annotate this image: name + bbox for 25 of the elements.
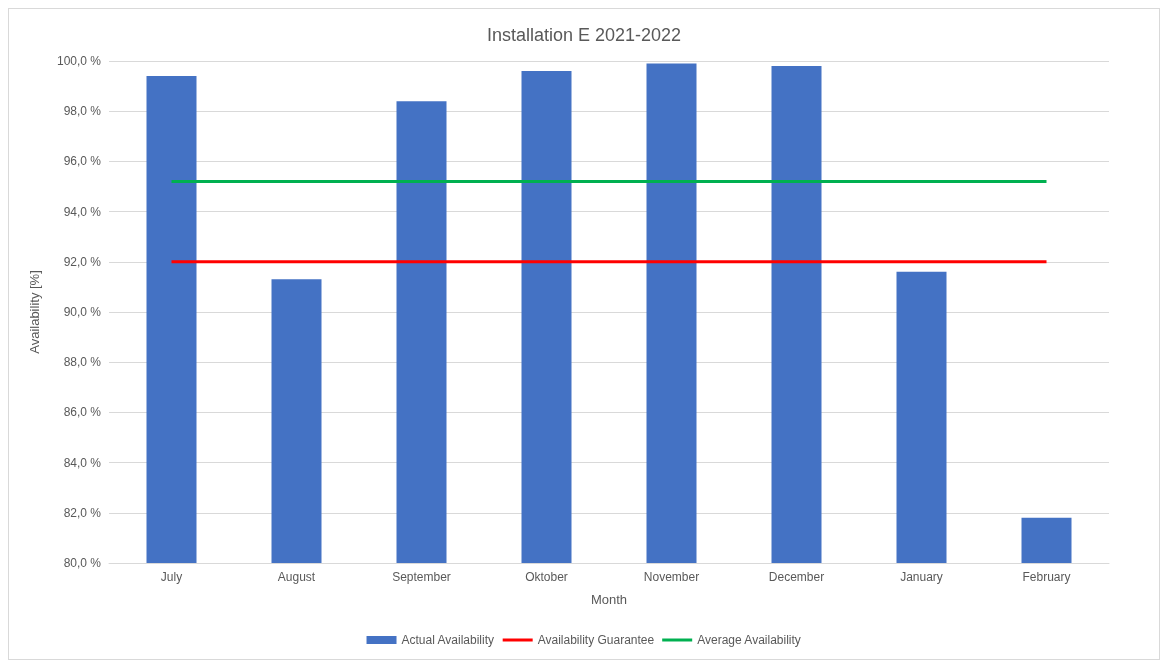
x-tick-label: August: [277, 570, 316, 584]
x-tick-label: September: [392, 570, 451, 584]
chart-title: Installation E 2021-2022: [486, 25, 682, 45]
x-tick-label: November: [643, 570, 700, 584]
legend-label: Availability Guarantee: [537, 633, 655, 647]
y-axis-title: Availability [%]: [27, 270, 42, 354]
x-tick-label: December: [768, 570, 825, 584]
x-tick-label: July: [160, 570, 183, 584]
x-axis-title: Month: [590, 592, 628, 607]
y-tick-label: 88,0 %: [63, 355, 102, 370]
y-tick-label: 96,0 %: [63, 154, 102, 169]
legend-label: Actual Availability: [401, 633, 495, 647]
y-tick-label: 94,0 %: [63, 204, 102, 219]
y-tick-label: 98,0 %: [63, 104, 102, 119]
y-tick-label: 84,0 %: [63, 455, 102, 470]
y-tick-label: 90,0 %: [63, 305, 102, 319]
y-tick-label: 100,0 %: [56, 54, 102, 68]
y-tick-label: 92,0 %: [63, 254, 102, 269]
x-tick-label: February: [1022, 570, 1071, 584]
y-tick-label: 86,0 %: [63, 405, 102, 420]
y-tick-label: 82,0 %: [63, 505, 102, 520]
y-tick-label: 80,0 %: [63, 556, 102, 570]
x-tick-label: Oktober: [525, 570, 568, 584]
x-tick-label: January: [900, 570, 943, 584]
legend-label: Average Availability: [697, 633, 801, 647]
